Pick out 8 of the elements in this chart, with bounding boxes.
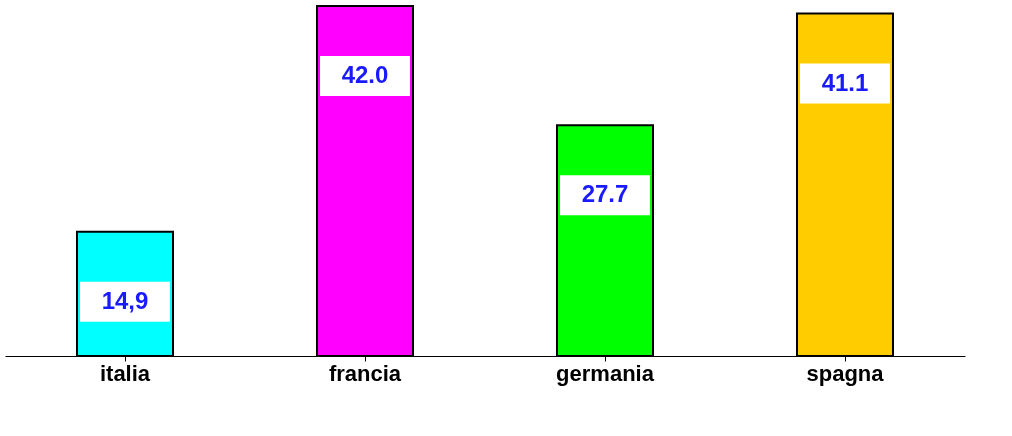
data-label: 27.7 bbox=[581, 180, 629, 208]
x-tick-label: germania bbox=[556, 360, 655, 386]
x-tick-label: italia bbox=[99, 360, 151, 386]
data-label: 41.1 bbox=[821, 68, 869, 96]
x-tick-label: spagna bbox=[806, 360, 885, 386]
data-label: 42.0 bbox=[341, 61, 389, 88]
data-label: 14,9 bbox=[101, 286, 149, 314]
x-tick-label: francia bbox=[328, 360, 402, 386]
